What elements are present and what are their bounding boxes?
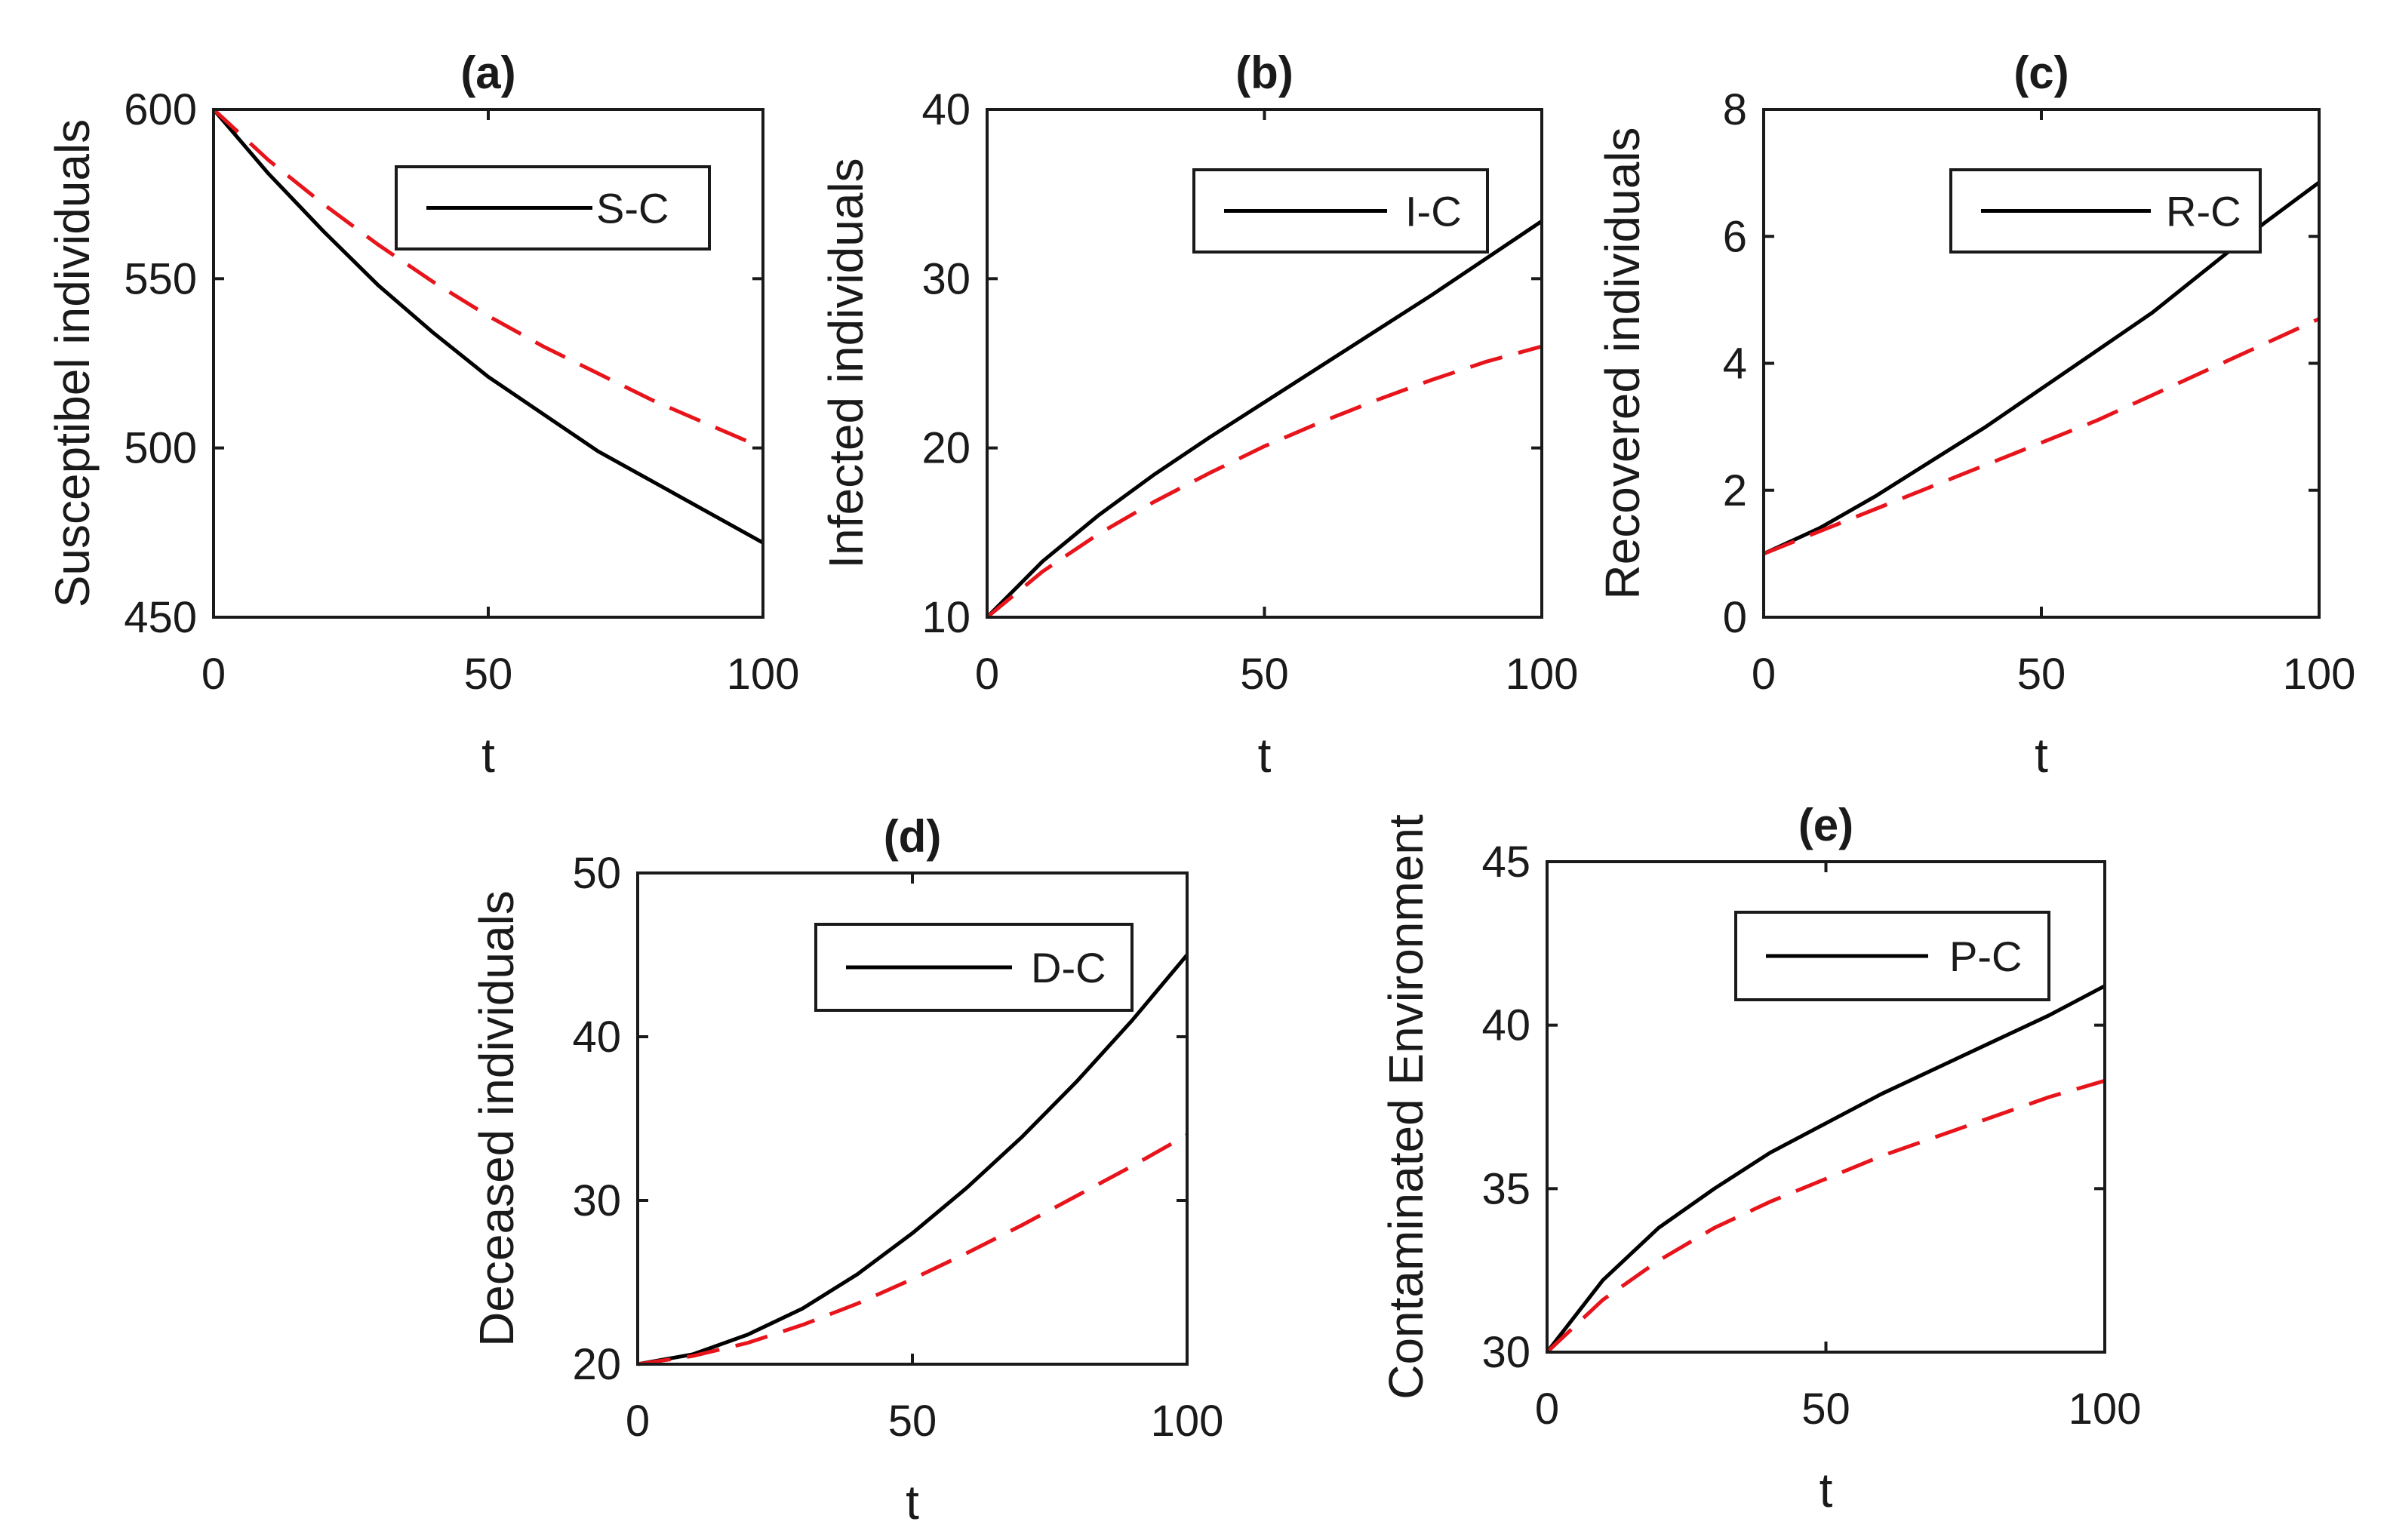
y-tick-label: 30 — [1481, 1328, 1530, 1377]
y-tick-label: 2 — [1723, 466, 1747, 515]
y-tick-label: 8 — [1723, 85, 1747, 134]
panel-a: 0 50 100 450 500 550 600 t Susceptibel individua… — [45, 48, 799, 782]
x-tick-label: 0 — [1535, 1385, 1559, 1434]
s-c-line — [212, 108, 764, 545]
x-tick-label: 100 — [1506, 650, 1579, 699]
dashed-comparison-line — [1763, 317, 2321, 556]
dashed-comparison-line — [637, 1133, 1189, 1366]
dashed-comparison-line — [1546, 1078, 2106, 1354]
x-tick-label: 50 — [464, 650, 513, 699]
y-tick-label: 45 — [1481, 838, 1530, 887]
y-axis-label: Infected individuals — [819, 158, 873, 568]
y-axis-label: Contaminated Environment — [1379, 814, 1433, 1400]
panel-title: (a) — [460, 48, 515, 98]
x-tick-label: 100 — [2283, 650, 2356, 699]
y-tick-label: 40 — [921, 85, 971, 134]
y-tick-label: 30 — [921, 254, 971, 303]
x-tick-label: 0 — [626, 1397, 650, 1446]
y-tick-label: 30 — [572, 1176, 621, 1225]
legend-label: P-C — [1949, 933, 2022, 980]
y-tick-label: 35 — [1481, 1164, 1530, 1213]
x-tick-label: 50 — [1240, 650, 1289, 699]
x-tick-label: 50 — [2017, 650, 2066, 699]
panel-b: 0 50 100 10 20 30 40 t Infected individuals (b) I-… — [819, 48, 1578, 782]
panel-c: 0 50 100 0 2 4 6 8 t Recovered individuals (c) R-C — [1595, 48, 2355, 782]
panel-title: (c) — [2013, 48, 2069, 98]
x-axis-label: t — [1258, 728, 1272, 782]
x-axis-label: t — [1820, 1463, 1833, 1517]
i-c-line — [986, 220, 1543, 619]
legend-label: I-C — [1405, 188, 1462, 235]
panel-title: (d) — [884, 811, 942, 862]
x-tick-label: 0 — [201, 650, 226, 699]
panel-title: (b) — [1235, 48, 1294, 98]
y-tick-label: 20 — [921, 424, 971, 473]
y-tick-label: 450 — [124, 593, 197, 642]
x-tick-label: 100 — [1151, 1397, 1224, 1446]
y-axis-label: Recovered individuals — [1595, 127, 1650, 599]
y-tick-label: 550 — [124, 254, 197, 303]
y-tick-label: 0 — [1723, 593, 1747, 642]
p-c-line — [1546, 984, 2106, 1354]
x-axis-label: t — [481, 728, 495, 782]
x-axis-label: t — [2035, 728, 2048, 782]
x-tick-label: 50 — [888, 1397, 937, 1446]
y-tick-label: 4 — [1723, 340, 1747, 389]
legend-label: R-C — [2166, 188, 2241, 235]
y-tick-label: 50 — [572, 849, 621, 898]
y-axis-label: Susceptibel individuals — [45, 119, 100, 608]
x-axis-label: t — [906, 1475, 919, 1529]
y-axis-label: Deceased individuals — [469, 890, 524, 1347]
x-tick-label: 100 — [727, 650, 800, 699]
y-tick-label: 40 — [572, 1013, 621, 1062]
y-tick-label: 600 — [124, 85, 197, 134]
panel-title: (e) — [1798, 800, 1853, 850]
y-tick-label: 40 — [1481, 1001, 1530, 1050]
x-tick-label: 100 — [2069, 1385, 2142, 1434]
legend-label: D-C — [1031, 944, 1106, 991]
dashed-comparison-line — [986, 344, 1543, 619]
legend-label: S-C — [596, 185, 669, 232]
panel-d: 0 50 100 20 30 40 50 t Deceased individuals (d) D-… — [469, 811, 1223, 1529]
y-tick-label: 20 — [572, 1340, 621, 1389]
panel-e: 0 50 100 30 35 40 45 t Contaminated Environment (… — [1379, 800, 2141, 1517]
dashed-comparison-line — [212, 108, 764, 450]
d-c-line — [637, 953, 1189, 1366]
x-tick-label: 0 — [975, 650, 999, 699]
x-tick-label: 50 — [1801, 1385, 1850, 1434]
y-tick-label: 6 — [1723, 212, 1747, 261]
y-tick-label: 500 — [124, 424, 197, 473]
x-tick-label: 0 — [1752, 650, 1776, 699]
y-tick-label: 10 — [921, 593, 971, 642]
